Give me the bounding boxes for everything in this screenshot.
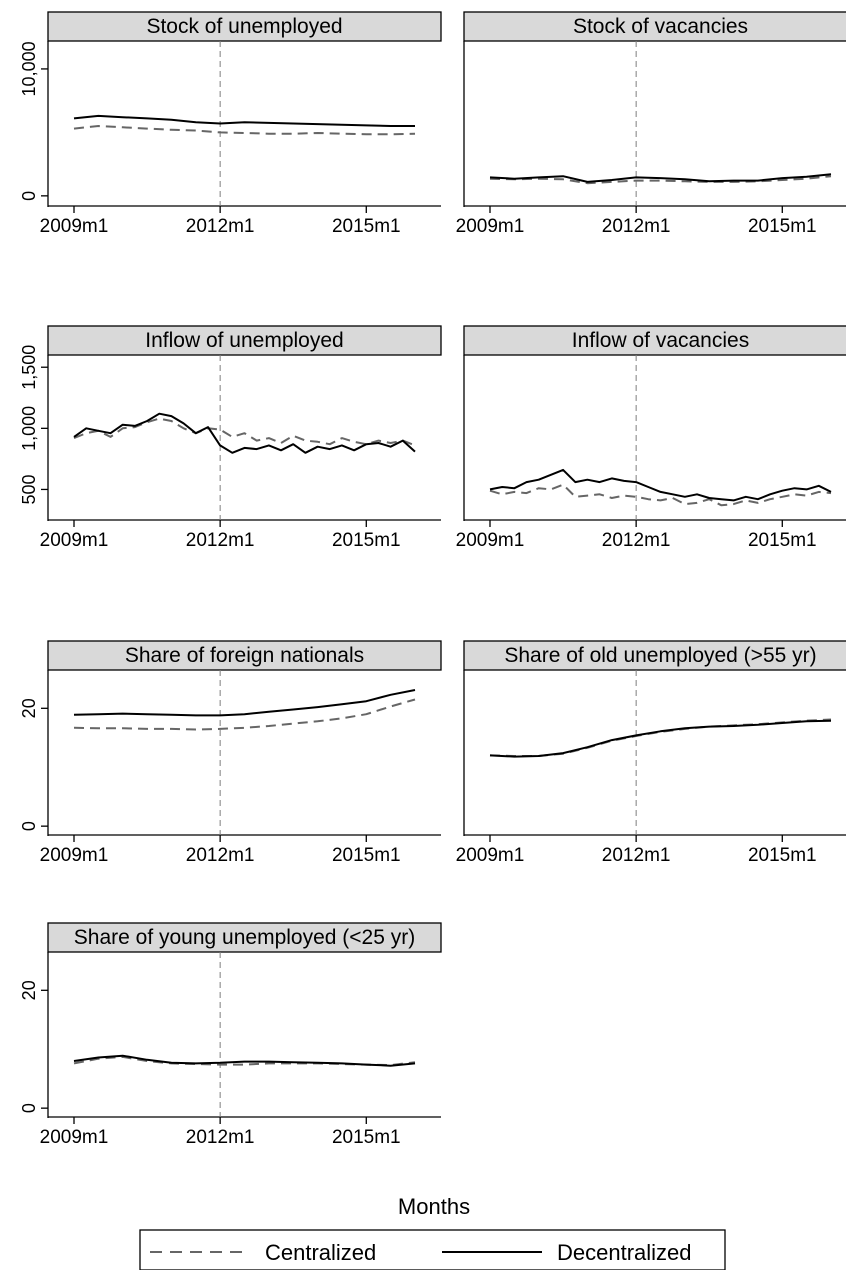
panel-4: Inflow of vacancies 2009m1 2012m1 2015m1: [456, 325, 846, 551]
panel-1: Stock of unemployed 0 10,000 2009m1 2012m1 20…: [19, 11, 442, 237]
series-line-decentralized: [489, 173, 832, 183]
x-tick-label: 2012m1: [602, 530, 671, 551]
legend-box: [139, 1229, 726, 1270]
panel-title: Inflow of vacancies: [572, 329, 749, 352]
legend: Centralized Decentralized: [139, 1229, 726, 1270]
panel-title: Inflow of unemployed: [145, 329, 343, 352]
x-tick-label: 2012m1: [186, 1127, 255, 1148]
y-tick-label: 20: [19, 980, 39, 1000]
panel-header: [463, 640, 846, 671]
x-axis-title: Months: [398, 1194, 470, 1219]
panel-header: [47, 325, 442, 356]
panel-header: [47, 640, 442, 671]
series-line-decentralized: [73, 114, 415, 127]
y-tick-label: 1,500: [19, 345, 39, 390]
series-line-decentralized: [73, 412, 416, 454]
x-tick-label: 2009m1: [40, 1127, 109, 1148]
panel-title: Stock of unemployed: [146, 15, 342, 38]
series-line-centralized: [73, 1055, 416, 1067]
panel-title: Share of young unemployed (<25 yr): [74, 926, 415, 949]
x-tick-label: 2009m1: [456, 845, 525, 866]
y-tick-label: 0: [19, 1103, 39, 1113]
x-tick-label: 2012m1: [186, 845, 255, 866]
x-tick-label: 2015m1: [748, 216, 817, 237]
series-line-centralized: [489, 483, 832, 507]
y-tick-label: 0: [19, 191, 39, 201]
series-line-decentralized: [73, 1054, 416, 1067]
panel-3: Inflow of unemployed 500 1,000 1,500 2009m1 2…: [19, 325, 442, 551]
panels-layer: Stock of unemployed 0 10,000 2009m1 2012m1 20…: [19, 11, 846, 1148]
series-line-decentralized: [73, 689, 416, 717]
series-line-centralized: [73, 125, 416, 136]
legend-label-centralized: Centralized: [265, 1240, 376, 1265]
series-line-decentralized: [489, 719, 832, 758]
x-tick-label: 2012m1: [186, 216, 255, 237]
series-line-centralized: [489, 718, 832, 757]
panel-title: Stock of vacancies: [573, 15, 748, 38]
x-tick-label: 2015m1: [332, 530, 401, 551]
x-tick-label: 2009m1: [40, 216, 109, 237]
legend-label-decentralized: Decentralized: [557, 1240, 692, 1265]
x-tick-label: 2015m1: [748, 845, 817, 866]
x-tick-label: 2012m1: [602, 845, 671, 866]
panel-6: Share of old unemployed (>55 yr) 2009m1 20…: [456, 640, 846, 866]
x-tick-label: 2015m1: [748, 530, 817, 551]
panel-title: Share of old unemployed (>55 yr): [504, 644, 816, 667]
x-tick-label: 2012m1: [602, 216, 671, 237]
x-tick-label: 2015m1: [332, 1127, 401, 1148]
y-tick-label: 1,000: [19, 406, 39, 451]
panel-header: [463, 325, 846, 356]
x-tick-label: 2009m1: [456, 216, 525, 237]
panel-7: Share of young unemployed (<25 yr) 0 20 200…: [19, 922, 442, 1148]
x-tick-label: 2009m1: [40, 845, 109, 866]
panel-5: Share of foreign nationals 0 20 2009m1 2012m…: [19, 640, 442, 866]
series-line-decentralized: [489, 468, 832, 502]
y-tick-label: 10,000: [19, 41, 39, 96]
panel-title: Share of foreign nationals: [125, 644, 364, 667]
y-tick-label: 20: [19, 698, 39, 718]
series-line-centralized: [73, 698, 416, 731]
x-tick-label: 2015m1: [332, 845, 401, 866]
x-tick-label: 2009m1: [456, 530, 525, 551]
x-tick-label: 2012m1: [186, 530, 255, 551]
x-tick-label: 2009m1: [40, 530, 109, 551]
y-tick-label: 0: [19, 821, 39, 831]
panel-2: Stock of vacancies 2009m1 2012m1 2015m1: [456, 11, 846, 237]
x-tick-label: 2015m1: [332, 216, 401, 237]
panel-header: [47, 11, 442, 42]
y-tick-label: 500: [19, 474, 39, 504]
panel-header: [47, 922, 442, 953]
panel-header: [463, 11, 846, 42]
series-line-centralized: [73, 417, 416, 447]
series-line-centralized: [489, 175, 832, 185]
